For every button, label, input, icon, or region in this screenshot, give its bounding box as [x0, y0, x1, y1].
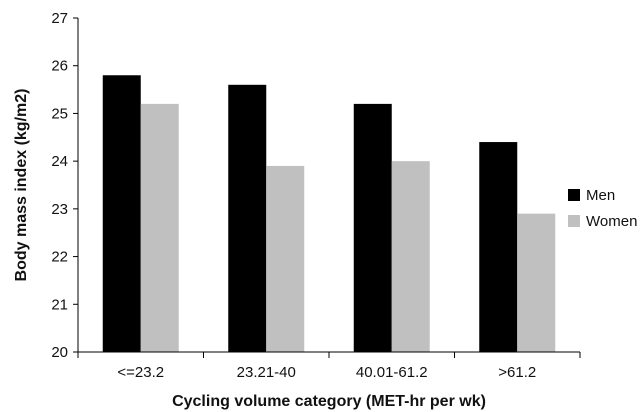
bar-men-0: [102, 75, 141, 352]
y-tick-label: 22: [51, 249, 68, 266]
legend: Men Women: [568, 187, 637, 230]
y-tick-label: 20: [51, 344, 68, 361]
bar-women-0: [140, 103, 179, 352]
legend-swatch-women: [568, 215, 580, 227]
x-tick-label: 40.01-61.2: [356, 364, 428, 381]
bar-men-3: [479, 142, 518, 352]
y-tick-label: 26: [51, 58, 68, 75]
bar-women-1: [266, 165, 305, 352]
bar-men-1: [228, 84, 267, 353]
legend-label-women: Women: [586, 213, 637, 230]
y-ticks-group: 20 21 22 23 24 25 26 27: [51, 10, 78, 361]
x-tick-label: 23.21-40: [237, 364, 296, 381]
y-tick-label: 27: [51, 10, 68, 27]
y-tick-label: 23: [51, 201, 68, 218]
x-axis-title: Cycling volume category (MET-hr per wk): [172, 393, 486, 410]
legend-label-men: Men: [586, 187, 615, 204]
bar-men-2: [353, 103, 392, 352]
bar-women-2: [391, 161, 430, 352]
bar-women-3: [517, 213, 556, 352]
y-tick-label: 24: [51, 153, 68, 170]
x-ticks-group: <=23.2 23.21-40 40.01-61.2 >61.2: [77, 352, 581, 381]
bars-group: [102, 75, 556, 353]
y-tick-label: 21: [51, 296, 68, 313]
x-tick-label: >61.2: [498, 364, 536, 381]
y-axis-title: Body mass index (kg/m2): [13, 89, 30, 282]
x-tick-label: <=23.2: [117, 364, 164, 381]
y-tick-label: 25: [51, 105, 68, 122]
legend-swatch-men: [568, 189, 580, 201]
